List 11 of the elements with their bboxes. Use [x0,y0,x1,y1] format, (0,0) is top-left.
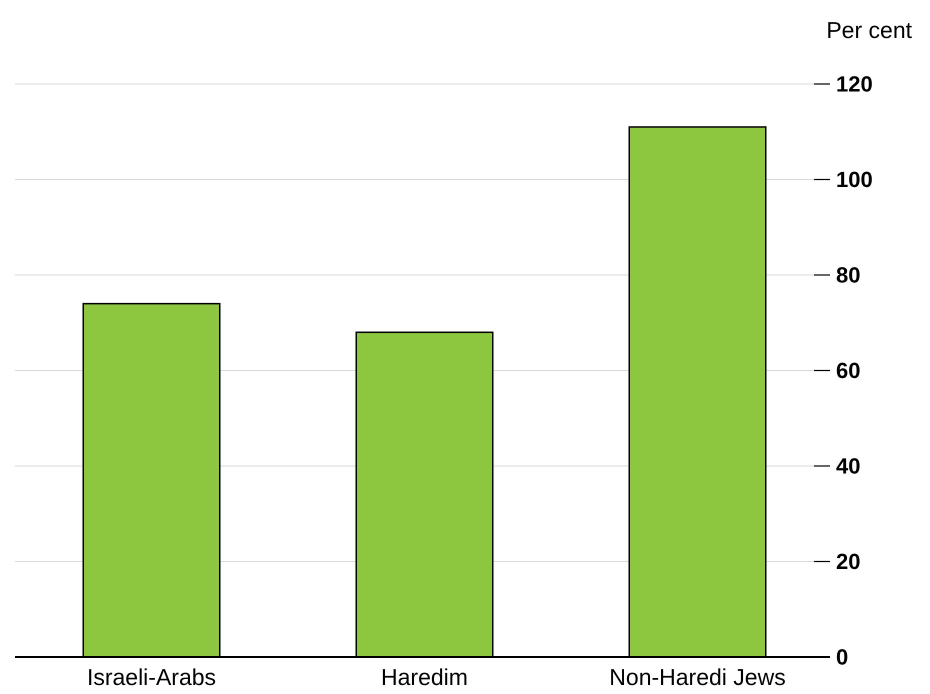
x-tick-label: Haredim [381,664,468,690]
y-tick-label: 0 [836,644,848,670]
y-tick-label: 120 [836,72,873,97]
y-tick-label: 60 [836,358,860,384]
x-tick-label: Non-Haredi Jews [609,664,786,690]
y-tick-label: 80 [836,262,860,288]
y-axis-title: Per cent [826,17,913,43]
x-tick-label: Israeli-Arabs [86,664,216,690]
y-tick-label: 100 [836,167,873,192]
y-tick-label: 20 [836,549,860,574]
y-tick-label: 40 [836,454,860,479]
